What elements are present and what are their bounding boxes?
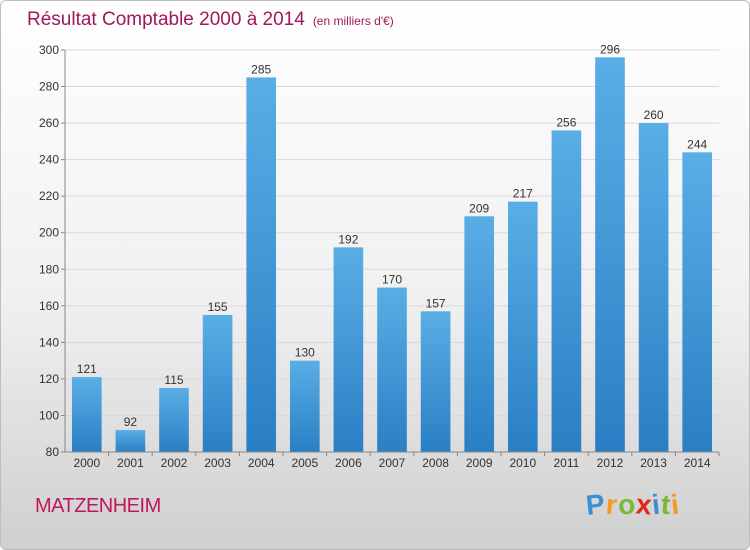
data-label: 115	[164, 373, 183, 387]
x-tick-label: 2012	[597, 456, 624, 470]
y-tick-label: 80	[46, 445, 60, 459]
bar	[289, 360, 320, 452]
x-tick-label: 2000	[73, 456, 100, 470]
data-label: 121	[77, 362, 97, 376]
data-label: 217	[513, 187, 533, 201]
bar	[464, 216, 495, 452]
bar	[71, 377, 102, 452]
data-label: 296	[600, 42, 620, 56]
data-label: 192	[338, 232, 358, 246]
proxiti-logo: Proxiti	[584, 488, 682, 521]
data-label: 170	[382, 273, 402, 287]
y-tick-label: 100	[39, 408, 59, 422]
y-tick-label: 160	[39, 299, 59, 313]
bar	[682, 152, 713, 452]
x-tick-label: 2008	[422, 456, 449, 470]
commune-name: MATZENHEIM	[35, 495, 161, 517]
data-label: 157	[426, 296, 446, 310]
y-tick-label: 120	[39, 372, 59, 386]
x-tick-label: 2010	[509, 456, 536, 470]
x-axis: 2000 2001 2002 2003 2004 2005 2006 2007 2008 2009…	[65, 451, 720, 470]
x-tick-label: 2007	[379, 456, 406, 470]
y-tick-label: 200	[39, 226, 59, 240]
bar	[246, 77, 277, 452]
bar	[551, 130, 582, 452]
bar	[638, 123, 669, 452]
bar	[377, 287, 407, 452]
x-tick-label: 2004	[248, 456, 275, 470]
chart-unit: (en milliers d'€)	[312, 14, 394, 28]
y-tick-label: 220	[39, 189, 59, 203]
x-tick-label: 2014	[684, 456, 711, 470]
bar	[202, 314, 233, 452]
x-tick-label: 2003	[204, 456, 231, 470]
bar	[159, 388, 189, 452]
bar	[115, 430, 146, 452]
x-tick-label: 2009	[466, 456, 493, 470]
y-axis: 80 100 120 140 160 180 200 220 240 260 280 300	[39, 43, 66, 459]
data-label: 130	[295, 346, 315, 360]
data-label: 260	[644, 108, 664, 122]
y-tick-label: 300	[39, 43, 59, 57]
bars: 121 92 115 155 285 130 192 170 157 209 217 256 296 26…	[71, 42, 713, 453]
y-tick-label: 260	[39, 116, 59, 130]
data-label: 244	[687, 137, 707, 151]
y-tick-label: 180	[39, 262, 59, 276]
bar	[333, 247, 364, 452]
data-label: 209	[469, 201, 489, 215]
chart-title-text: Résultat Comptable 2000 à 2014	[27, 9, 305, 30]
x-tick-label: 2005	[291, 456, 318, 470]
bar	[595, 57, 625, 453]
x-tick-label: 2011	[553, 456, 579, 470]
x-tick-label: 2002	[161, 456, 188, 470]
bar-chart: 80 100 120 140 160 180 200 220 240 260 280 300 121 9…	[39, 42, 720, 470]
x-tick-label: 2013	[640, 456, 667, 470]
y-tick-label: 140	[39, 335, 59, 349]
data-label: 256	[556, 115, 576, 129]
y-tick-label: 240	[39, 153, 59, 167]
x-tick-label: 2001	[117, 456, 144, 470]
data-label: 92	[124, 415, 138, 429]
y-tick-label: 280	[39, 80, 59, 94]
data-label: 155	[208, 300, 228, 314]
chart-title: Résultat Comptable 2000 à 2014 (en millie…	[27, 9, 394, 31]
bar	[420, 311, 451, 452]
data-label: 285	[251, 62, 271, 76]
x-tick-label: 2006	[335, 456, 362, 470]
bar	[507, 201, 538, 452]
logo-letter: i	[669, 488, 682, 521]
